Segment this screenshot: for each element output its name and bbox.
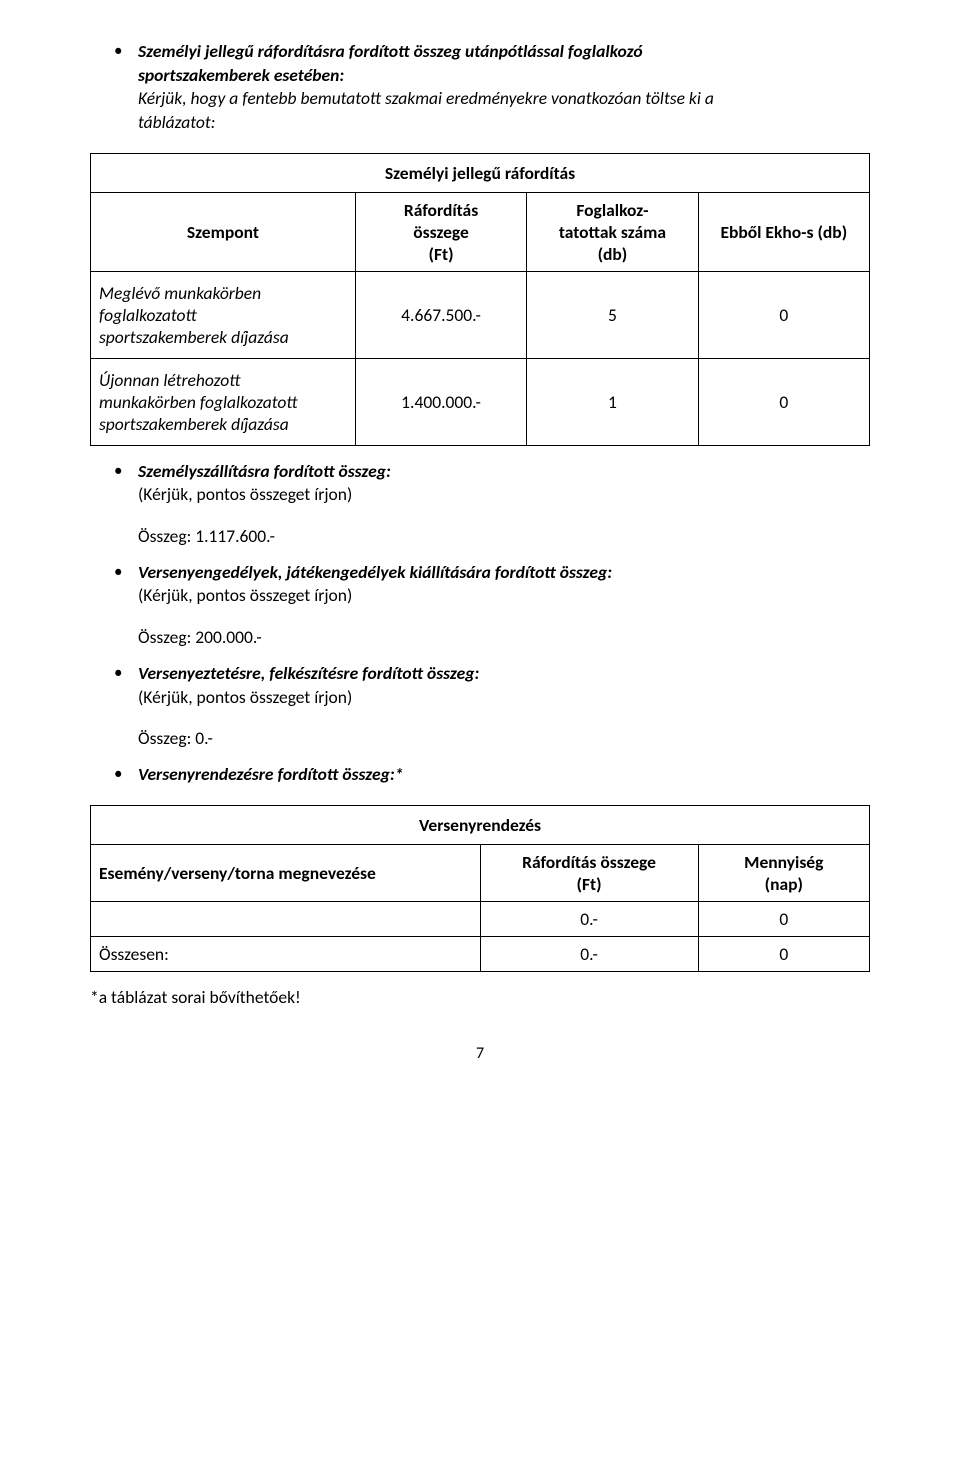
- b3-note: (Kérjük, pontos összeget írjon): [138, 686, 352, 708]
- bullet-permits: Versenyengedélyek, játékengedélyek kiáll…: [90, 561, 870, 608]
- intro-instruction-line2: táblázatot:: [138, 111, 215, 133]
- col-raforditas-l1: Ráfordítás: [404, 199, 478, 221]
- row2-amount: 1.400.000.-: [355, 358, 526, 445]
- b3-title: Versenyeztetésre, felkészítésre fordítot…: [138, 662, 479, 684]
- col-raforditas-l3: (Ft): [429, 243, 454, 265]
- intro-instruction-line1: Kérjük, hogy a fentebb bemutatott szakma…: [138, 87, 714, 109]
- col-foglalkoz: Foglalkoz- tatottak száma (db): [527, 192, 698, 271]
- intro-bullet-list: Személyi jellegű ráfordításra fordított …: [90, 40, 870, 135]
- intro-title-line1: Személyi jellegű ráfordításra fordított …: [138, 40, 643, 62]
- table-personnel: Személyi jellegű ráfordítás Szempont Ráf…: [90, 153, 870, 446]
- row1-l2: foglalkozatott: [99, 304, 197, 326]
- t2-col2: Ráfordítás összege (Ft): [480, 844, 698, 901]
- page-number: 7: [90, 1044, 870, 1063]
- table-row: Versenyrendezés: [91, 805, 870, 844]
- row1-l3: sportszakemberek díjazása: [99, 326, 289, 348]
- t2-r2-c3: 0: [698, 936, 869, 971]
- table-row: Szempont Ráfordítás összege (Ft) Foglalk…: [91, 192, 870, 271]
- t2-r1-c2: 0.-: [480, 901, 698, 936]
- t2-col3: Mennyiség (nap): [698, 844, 869, 901]
- col-raforditas-l2: összege: [413, 221, 469, 243]
- row1-label: Meglévő munkakörben foglalkozatott sport…: [91, 271, 356, 358]
- b1-amount: Összeg: 1.117.600.-: [90, 525, 870, 547]
- row1-ekho: 0: [698, 271, 869, 358]
- bullet-list-3: Versenyengedélyek, játékengedélyek kiáll…: [90, 561, 870, 608]
- t2-r1-c3: 0: [698, 901, 869, 936]
- t2-col2-l2: (Ft): [577, 873, 602, 895]
- col-foglalkoz-l3: (db): [598, 243, 628, 265]
- footnote: *a táblázat sorai bővíthetőek!: [90, 986, 870, 1008]
- intro-title-line2: sportszakemberek esetében:: [138, 64, 344, 86]
- bullet-transport: Személyszállításra fordított összeg: (Ké…: [90, 460, 870, 507]
- t2-r2-c2: 0.-: [480, 936, 698, 971]
- row1-amount: 4.667.500.-: [355, 271, 526, 358]
- table-row: Újonnan létrehozott munkakörben foglalko…: [91, 358, 870, 445]
- t2-col3-l2: (nap): [765, 873, 803, 895]
- table-row: Meglévő munkakörben foglalkozatott sport…: [91, 271, 870, 358]
- b4-title: Versenyrendezésre fordított összeg:*: [138, 763, 403, 785]
- table2-merged-header: Versenyrendezés: [91, 805, 870, 844]
- row1-l1: Meglévő munkakörben: [99, 282, 261, 304]
- row2-l1: Újonnan létrehozott: [99, 369, 240, 391]
- bullet-list-2: Személyszállításra fordított összeg: (Ké…: [90, 460, 870, 507]
- row2-l3: sportszakemberek díjazása: [99, 413, 289, 435]
- row2-label: Újonnan létrehozott munkakörben foglalko…: [91, 358, 356, 445]
- b2-title: Versenyengedélyek, játékengedélyek kiáll…: [138, 561, 612, 583]
- col-foglalkoz-l1: Foglalkoz-: [576, 199, 648, 221]
- table-row: 0.- 0: [91, 901, 870, 936]
- document-page: Személyi jellegű ráfordításra fordított …: [0, 0, 960, 1093]
- b1-note: (Kérjük, pontos összeget írjon): [138, 483, 352, 505]
- table1-merged-header: Személyi jellegű ráfordítás: [91, 153, 870, 192]
- b2-note: (Kérjük, pontos összeget írjon): [138, 584, 352, 606]
- row2-ekho: 0: [698, 358, 869, 445]
- t2-col1: Esemény/verseny/torna megnevezése: [91, 844, 481, 901]
- bullet-list-4: Versenyeztetésre, felkészítésre fordítot…: [90, 662, 870, 709]
- t2-col2-l1: Ráfordítás összege: [522, 851, 656, 873]
- col-ekho: Ebből Ekho-s (db): [698, 192, 869, 271]
- b2-amount: Összeg: 200.000.-: [90, 626, 870, 648]
- b1-title: Személyszállításra fordított összeg:: [138, 460, 391, 482]
- bullet-list-5: Versenyrendezésre fordított összeg:*: [90, 763, 870, 787]
- b3-amount: Összeg: 0.-: [90, 727, 870, 749]
- table-row: Személyi jellegű ráfordítás: [91, 153, 870, 192]
- t2-r1-c1: [91, 901, 481, 936]
- col-foglalkoz-l2: tatottak száma: [559, 221, 666, 243]
- t2-r2-c1: Összesen:: [91, 936, 481, 971]
- bullet-event-org: Versenyrendezésre fordított összeg:*: [90, 763, 870, 787]
- row2-count: 1: [527, 358, 698, 445]
- table-row: Esemény/verseny/torna megnevezése Ráford…: [91, 844, 870, 901]
- table-row: Összesen: 0.- 0: [91, 936, 870, 971]
- row2-l2: munkakörben foglalkozatott: [99, 391, 297, 413]
- col-raforditas: Ráfordítás összege (Ft): [355, 192, 526, 271]
- table-events: Versenyrendezés Esemény/verseny/torna me…: [90, 805, 870, 972]
- row1-count: 5: [527, 271, 698, 358]
- bullet-competition: Versenyeztetésre, felkészítésre fordítot…: [90, 662, 870, 709]
- t2-col3-l1: Mennyiség: [744, 851, 823, 873]
- col-szempont: Szempont: [91, 192, 356, 271]
- intro-bullet: Személyi jellegű ráfordításra fordított …: [90, 40, 870, 135]
